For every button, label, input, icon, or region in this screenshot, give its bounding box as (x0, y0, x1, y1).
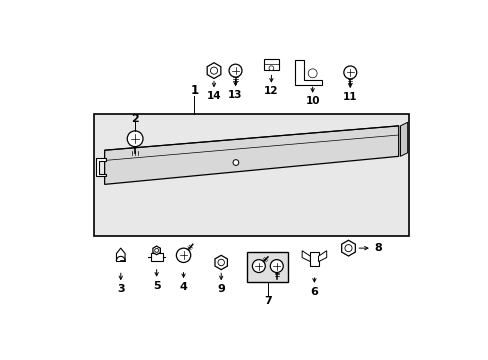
Text: 2: 2 (131, 114, 139, 124)
Circle shape (344, 244, 351, 252)
Text: 9: 9 (217, 284, 224, 294)
Polygon shape (302, 251, 310, 262)
Circle shape (233, 159, 238, 165)
Text: 8: 8 (373, 243, 381, 253)
Circle shape (252, 260, 265, 273)
Circle shape (154, 248, 158, 252)
Bar (247, 252, 288, 282)
Bar (263, 59, 279, 70)
Text: 6: 6 (310, 287, 318, 297)
Text: 12: 12 (264, 86, 278, 96)
Polygon shape (400, 122, 407, 156)
Polygon shape (116, 256, 125, 261)
Text: 1: 1 (190, 84, 198, 97)
Text: 11: 11 (343, 92, 357, 102)
Text: 3: 3 (117, 284, 124, 294)
Polygon shape (341, 240, 355, 256)
Text: 4: 4 (179, 282, 187, 292)
Polygon shape (294, 60, 321, 85)
Circle shape (268, 66, 273, 71)
Circle shape (218, 259, 224, 266)
Text: 10: 10 (305, 96, 319, 107)
Text: 5: 5 (153, 281, 160, 291)
Circle shape (127, 131, 142, 147)
Polygon shape (116, 248, 125, 261)
Circle shape (270, 260, 283, 273)
Polygon shape (318, 251, 326, 262)
Text: 13: 13 (228, 90, 242, 100)
Circle shape (176, 248, 190, 262)
Polygon shape (153, 246, 160, 255)
Polygon shape (104, 126, 398, 184)
Circle shape (210, 67, 217, 74)
Polygon shape (215, 255, 227, 270)
Polygon shape (207, 63, 221, 78)
Polygon shape (96, 158, 106, 176)
Bar (150, 253, 163, 261)
Bar (94, 114, 408, 235)
Text: 7: 7 (264, 296, 271, 306)
Circle shape (343, 66, 356, 79)
Text: 14: 14 (206, 91, 221, 102)
Polygon shape (310, 252, 318, 266)
Circle shape (228, 64, 242, 77)
Circle shape (307, 69, 317, 78)
